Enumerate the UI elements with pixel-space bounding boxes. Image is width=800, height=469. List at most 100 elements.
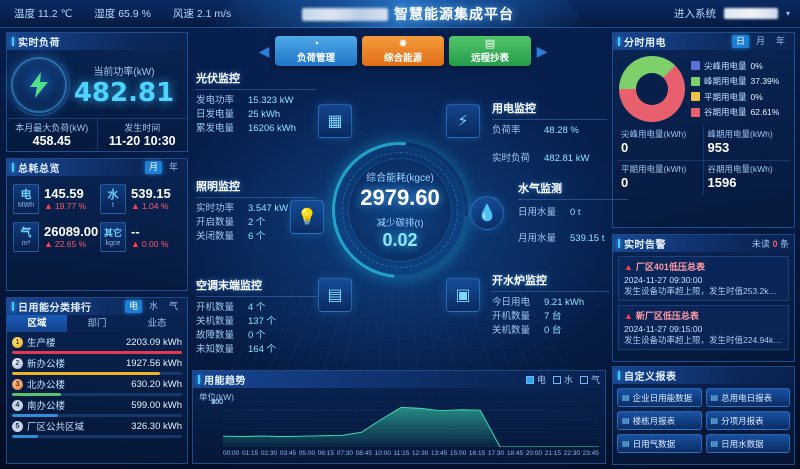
legend-pct: 37.39% <box>750 76 780 87</box>
list-item[interactable]: 3 北办公楼 630.20 kWh <box>12 377 182 396</box>
report-button-daily-water[interactable]: ▤ 日用水数据 <box>705 434 790 453</box>
username-blurred[interactable] <box>723 8 778 19</box>
hvac-key: 关机数量 <box>196 316 235 327</box>
accent-bar <box>12 163 14 172</box>
electricity-key: 负荷率 <box>492 125 521 136</box>
gauge-ring-dashed <box>342 152 458 268</box>
custom-reports-panel: 自定义报表 ▤ 企业日用能数据 ▤ 总用电日报表 ▤ 楼栋月报表 ▤ 分项月报表 ▤ 日用… <box>612 366 795 465</box>
monthly-max-label: 本月最大负荷(kW) <box>15 123 89 133</box>
xtick: 07:30 <box>336 450 353 457</box>
toggle-gas[interactable]: 气 <box>168 301 178 311</box>
tab-department[interactable]: 部门 <box>67 315 127 332</box>
lighting-row: 关闭数量 6 个 <box>196 230 316 244</box>
doc-icon: ▤ <box>710 393 719 402</box>
rank-line: 5 厂区公共区域 326.30 kWh <box>12 419 182 433</box>
arrow-up-icon: ▲ <box>131 239 140 249</box>
chevron-right-icon[interactable]: ▶ <box>536 42 548 59</box>
report-label: 日用气数据 <box>632 438 676 449</box>
boiler-monitor-title: 开水炉监控 <box>492 272 610 292</box>
energy-type-toggle-group[interactable]: 电 水 气 <box>124 300 182 313</box>
toggle-year[interactable]: 年 <box>775 36 785 46</box>
report-button-daily-gas[interactable]: ▤ 日用气数据 <box>617 434 702 453</box>
report-button-enterprise-daily[interactable]: ▤ 企业日用能数据 <box>617 388 702 407</box>
enter-system-link[interactable]: 进入系统 <box>673 8 716 20</box>
list-item[interactable]: 5 厂区公共区域 326.30 kWh <box>12 419 182 438</box>
monthly-max-load: 本月最大负荷(kW) 458.45 <box>7 119 97 150</box>
legend-water[interactable]: 水 <box>552 373 573 386</box>
report-button-total-electric-daily[interactable]: ▤ 总用电日报表 <box>705 388 790 407</box>
stat-label: 平期用电量(kWh) <box>621 164 687 174</box>
list-item[interactable]: 4 南办公楼 599.00 kWh <box>12 398 182 417</box>
stat-flat: 平期用电量(kWh) 0 <box>617 160 704 195</box>
rank-line: 2 新办公楼 1927.56 kWh <box>12 356 182 370</box>
tou-period-toggle-group[interactable]: 日 月 年 <box>731 35 789 48</box>
legend-row: 尖峰用电量 0% <box>691 60 790 72</box>
tab-area[interactable]: 区域 <box>7 315 67 332</box>
xtick: 12:30 <box>412 450 429 457</box>
electric-icon: 电 MWh <box>13 184 39 214</box>
alarm-device: ▲ 新厂区低压总表 <box>624 309 783 322</box>
chart-x-axis: 00:00 01:15 02:30 03:45 05:00 06:15 07:30 08:45… <box>223 450 599 460</box>
total-consumption-title: 总耗总览 <box>18 164 60 175</box>
stat-label: 谷期用电量(kWh) <box>707 164 773 174</box>
module-nav: ◀ ◔ 负荷管理 ✸ 综合能源 ▤ 远程抄表 ▶ <box>258 35 548 67</box>
legend-electric[interactable]: 电 <box>525 373 546 386</box>
rank-bar <box>12 351 182 354</box>
list-item[interactable]: ▲ 新厂区低压总表 2024-11-27 09:15:00 发生设备功率超上限，… <box>618 305 789 350</box>
consumption-cell-water: 水 t 539.15 ▲ 1.04 % <box>97 182 184 216</box>
report-label: 日用水数据 <box>721 438 764 449</box>
temperature-text: 温度 11.2 ℃ <box>14 8 73 20</box>
top-right-actions[interactable]: 进入系统 ▾ <box>674 6 790 21</box>
toggle-day[interactable]: 日 <box>731 35 749 48</box>
nav-label: 综合能源 <box>383 53 422 64</box>
nav-button-integrated-energy[interactable]: ✸ 综合能源 <box>362 36 444 66</box>
nav-button-remote-meter[interactable]: ▤ 远程抄表 <box>449 36 531 66</box>
stat-peak: 峰期用电量(kWh) 953 <box>704 126 791 160</box>
toggle-month[interactable]: 月 <box>144 161 162 174</box>
humidity-text: 湿度 65.9 % <box>94 8 151 20</box>
legend-label: 谷期用电量 <box>704 107 747 118</box>
toggle-electric[interactable]: 电 <box>124 300 142 313</box>
report-button-subitem-monthly[interactable]: ▤ 分项月报表 <box>705 411 790 430</box>
weather-info: 温度 11.2 ℃ 湿度 65.9 % 风速 2.1 m/s <box>14 6 231 21</box>
chevron-down-icon[interactable]: ▾ <box>785 9 790 18</box>
legend-gas[interactable]: 气 <box>579 373 600 386</box>
rank-bar <box>12 393 182 396</box>
nav-button-load-management[interactable]: ◔ 负荷管理 <box>275 36 357 66</box>
toggle-month[interactable]: 月 <box>755 36 765 46</box>
daily-ranking-panel: 日用能分类排行 电 水 气 区域 部门 业态 1 生产楼 2203.09 kWh… <box>6 297 188 464</box>
period-toggle-group[interactable]: 月 年 <box>144 161 182 174</box>
hvac-monitor-title: 空调末端监控 <box>196 277 316 297</box>
accent-bar <box>618 371 620 380</box>
other-change: ▲ 0.00 % <box>131 239 181 250</box>
gas-icon: 气 m³ <box>13 222 39 252</box>
list-item[interactable]: 1 生产楼 2203.09 kWh <box>12 335 182 354</box>
list-item[interactable]: 2 新办公楼 1927.56 kWh <box>12 356 182 375</box>
tou-legend: 尖峰用电量 0% 峰期用电量 37.39% 平期用电量 0% 谷期用电量 62.61% <box>685 56 790 122</box>
lighting-monitor-block: 照明监控 实时功率 3.547 kW 开启数量 2 个 关闭数量 6 个 <box>196 178 316 244</box>
rank-medal-icon: 1 <box>12 336 23 348</box>
hvac-value: 0 个 <box>248 330 266 341</box>
chevron-left-icon[interactable]: ◀ <box>258 42 270 59</box>
gas-value: 26089.00 <box>44 224 99 239</box>
other-change-value: 0.00 % <box>141 239 169 249</box>
electric-info: 145.59 ▲ 19.77 % <box>44 186 94 212</box>
list-item[interactable]: ▲ 厂区401低压总表 2024-11-27 09:30:00 发生设备功率超上… <box>618 256 789 301</box>
occurrence-time-value: 11-20 10:30 <box>108 134 176 148</box>
trend-legend-group[interactable]: 电 水 气 <box>525 373 600 386</box>
legend-label: 尖峰用电量 <box>704 60 747 71</box>
panel-header: 分时用电 日 月 年 <box>613 33 794 50</box>
rank-medal-icon: 4 <box>12 399 23 411</box>
rank-value: 599.00 kWh <box>131 399 182 411</box>
gas-change: ▲ 22.65 % <box>44 239 94 250</box>
electric-change-value: 19.77 % <box>54 201 87 211</box>
air-conditioner-icon: ▤ <box>318 278 352 312</box>
toggle-water[interactable]: 水 <box>148 301 158 311</box>
tab-business[interactable]: 业态 <box>127 315 187 332</box>
ranking-tabs[interactable]: 区域 部门 业态 <box>7 315 187 332</box>
time-of-use-panel: 分时用电 日 月 年 尖峰用电量 0% 峰期用电量 37.39% 平期用电量 0% 谷… <box>612 32 795 228</box>
alarm-time: 2024-11-27 09:15:00 <box>624 324 703 334</box>
toggle-year[interactable]: 年 <box>168 162 178 172</box>
report-button-building-monthly[interactable]: ▤ 楼栋月报表 <box>617 411 702 430</box>
unread-suffix: 条 <box>779 239 789 249</box>
